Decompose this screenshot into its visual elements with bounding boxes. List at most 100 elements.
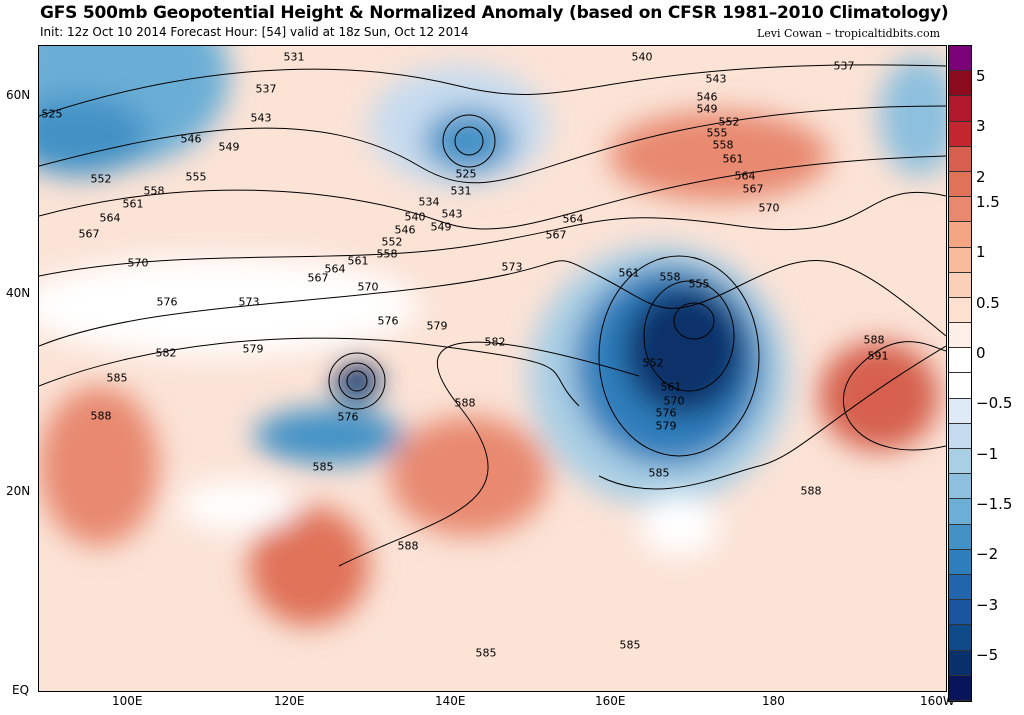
contour-label: 573 bbox=[238, 295, 260, 309]
contour-label: 582 bbox=[484, 335, 506, 349]
contour-label: 576 bbox=[377, 314, 399, 328]
contour-label: 552 bbox=[642, 356, 664, 370]
colorbar-swatch bbox=[949, 46, 971, 72]
colorbar-swatch bbox=[949, 449, 971, 475]
anomaly-field bbox=[39, 46, 946, 626]
contour-label: 552 bbox=[90, 172, 112, 186]
colorbar-swatch bbox=[949, 247, 971, 273]
contour-label: 567 bbox=[545, 228, 567, 242]
colorbar bbox=[948, 45, 972, 702]
colorbar-swatch bbox=[949, 574, 971, 601]
colorbar-swatch bbox=[949, 625, 971, 651]
contour-label: 564 bbox=[99, 211, 121, 225]
contour-label: 564 bbox=[562, 212, 584, 226]
colorbar-label: −2 bbox=[976, 545, 999, 564]
contour-label: 579 bbox=[242, 342, 264, 356]
contour-label: 567 bbox=[307, 271, 329, 285]
contour-label: 558 bbox=[376, 247, 398, 261]
contour-label: 570 bbox=[357, 280, 379, 294]
lon-label-100e: 100E bbox=[112, 694, 143, 708]
colorbar-swatch bbox=[949, 197, 971, 223]
colorbar-label: 5 bbox=[976, 66, 986, 85]
contour-label: 534 bbox=[418, 195, 440, 209]
contour-label: 579 bbox=[655, 419, 677, 433]
contour-label: 573 bbox=[501, 260, 523, 274]
anomaly-map: 531 537 543 546 549 552 555 558 561 564 567 570 576 5… bbox=[38, 45, 947, 692]
lat-label-60n: 60N bbox=[6, 88, 31, 102]
contour-label: 555 bbox=[688, 277, 710, 291]
contour-label: 555 bbox=[185, 170, 207, 184]
credit: Levi Cowan – tropicaltidbits.com bbox=[756, 27, 940, 40]
contour-label: 525 bbox=[455, 167, 477, 181]
contour-label: 552 bbox=[718, 115, 740, 129]
contour-label: 588 bbox=[90, 409, 112, 423]
colorbar-swatch bbox=[949, 499, 971, 525]
contour-label: 570 bbox=[663, 394, 685, 408]
forecast-info: Init: 12z Oct 10 2014 Forecast Hour: [54… bbox=[40, 25, 469, 39]
colorbar-swatch bbox=[949, 524, 971, 550]
map-title: GFS 500mb Geopotential Height & Normaliz… bbox=[40, 3, 949, 23]
contour-label: 552 bbox=[381, 235, 403, 249]
contour-label: 561 bbox=[722, 152, 744, 166]
contour-label: 585 bbox=[106, 371, 128, 385]
contour-label: 585 bbox=[619, 638, 641, 652]
contour-label: 591 bbox=[867, 349, 889, 363]
contour-label: 549 bbox=[218, 140, 240, 154]
lon-label-160e: 160E bbox=[595, 694, 626, 708]
contour-label: 537 bbox=[255, 82, 277, 96]
contour-label: 570 bbox=[127, 256, 149, 270]
lat-label-eq: EQ bbox=[12, 683, 30, 697]
contour-label: 543 bbox=[250, 111, 272, 125]
contour-label: 579 bbox=[426, 319, 448, 333]
colorbar-label: 0 bbox=[976, 343, 986, 362]
contour-label: 531 bbox=[450, 184, 472, 198]
colorbar-label: 2 bbox=[976, 167, 986, 186]
contour-label: 588 bbox=[454, 396, 476, 410]
contour-label: 549 bbox=[696, 102, 718, 116]
colorbar-swatch bbox=[949, 675, 971, 701]
contour-label: 540 bbox=[404, 210, 426, 224]
contour-label: 543 bbox=[441, 207, 463, 221]
contour-label: 546 bbox=[696, 90, 718, 104]
contour-label: 576 bbox=[655, 406, 677, 420]
contour-label: 561 bbox=[660, 380, 682, 394]
colorbar-swatch bbox=[949, 398, 971, 424]
contour-label: 531 bbox=[283, 50, 305, 64]
colorbar-swatch bbox=[949, 323, 971, 349]
lat-label-20n: 20N bbox=[6, 484, 31, 498]
colorbar-swatch bbox=[949, 600, 971, 626]
lon-label-140e: 140E bbox=[435, 694, 466, 708]
colorbar-swatch bbox=[949, 121, 971, 147]
colorbar-swatch bbox=[949, 96, 971, 122]
colorbar-swatch bbox=[949, 474, 971, 500]
colorbar-label: −5 bbox=[976, 646, 999, 665]
colorbar-swatch bbox=[949, 272, 971, 298]
contour-label: 558 bbox=[659, 270, 681, 284]
colorbar-swatch bbox=[949, 146, 971, 172]
contour-label: 546 bbox=[394, 223, 416, 237]
contour-label: 561 bbox=[122, 197, 144, 211]
colorbar-label: −1.5 bbox=[976, 495, 1013, 514]
contour-label: 567 bbox=[78, 227, 100, 241]
contour-label: 543 bbox=[705, 72, 727, 86]
contour-label: 555 bbox=[706, 126, 728, 140]
lat-label-40n: 40N bbox=[6, 286, 31, 300]
contour-label: 549 bbox=[430, 220, 452, 234]
contour-label: 585 bbox=[312, 460, 334, 474]
colorbar-label: 1 bbox=[976, 243, 986, 262]
contour-label: 576 bbox=[337, 410, 359, 424]
contour-label: 561 bbox=[618, 266, 640, 280]
contour-label: 537 bbox=[833, 59, 855, 73]
contour-label: 567 bbox=[742, 182, 764, 196]
colorbar-label: 0.5 bbox=[976, 293, 1000, 312]
contour-label: 570 bbox=[758, 201, 780, 215]
lon-label-180: 180 bbox=[762, 694, 785, 708]
lon-label-120e: 120E bbox=[274, 694, 305, 708]
colorbar-swatch bbox=[949, 650, 971, 676]
lon-label-160w: 160W bbox=[920, 694, 955, 708]
contour-label: 564 bbox=[734, 169, 756, 183]
colorbar-swatch bbox=[949, 373, 971, 399]
contour-label: 588 bbox=[397, 539, 419, 553]
contour-label: 585 bbox=[475, 646, 497, 660]
contour-label: 558 bbox=[712, 138, 734, 152]
